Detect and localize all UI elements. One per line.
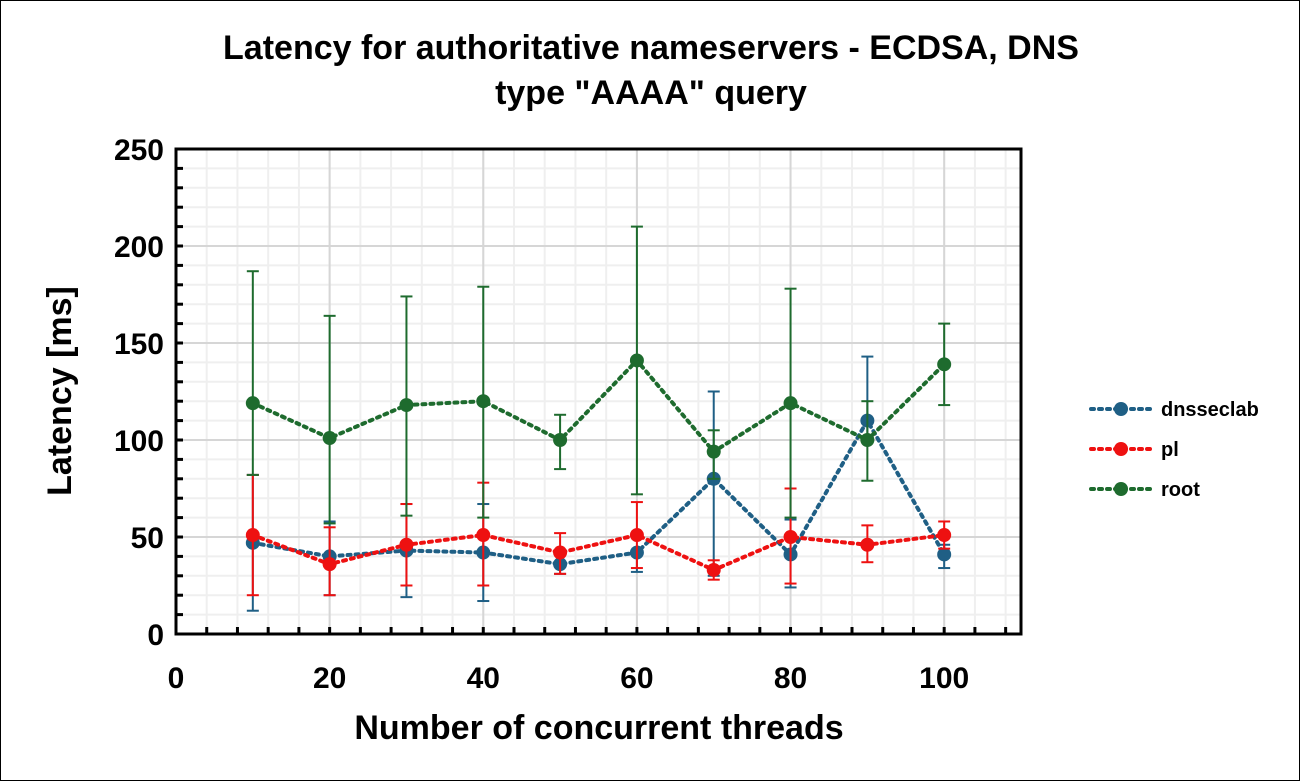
data-point: [783, 396, 798, 411]
series-line: [250, 357, 947, 455]
data-point: [937, 547, 952, 562]
y-axis-label: Latency [ms]: [41, 286, 79, 496]
data-point: [322, 557, 337, 572]
series-dnsseclab: [245, 355, 952, 612]
x-tick-label: 40: [467, 662, 500, 695]
data-point: [937, 357, 952, 372]
y-tick-label: 100: [114, 425, 164, 458]
chart-title-line-1: Latency for authoritative nameservers - …: [223, 29, 1079, 67]
x-tick-label: 100: [919, 662, 969, 695]
series-root: [245, 225, 952, 525]
data-point: [245, 396, 260, 411]
y-tick-label: 50: [131, 522, 164, 555]
legend-label: root: [1161, 479, 1200, 501]
x-tick-label: 0: [168, 662, 185, 695]
y-tick-label: 0: [147, 619, 164, 652]
x-tick-label: 20: [313, 662, 346, 695]
data-point: [629, 353, 644, 368]
data-point: [553, 433, 568, 447]
data-point: [706, 444, 721, 459]
data-point: [706, 562, 721, 577]
chart-title-line-2: type "AAAA" query: [495, 74, 807, 112]
series-line: [250, 532, 947, 573]
data-point: [476, 394, 491, 409]
legend-marker: [1114, 402, 1128, 416]
x-tick-label: 80: [774, 662, 807, 695]
legend-marker: [1114, 482, 1128, 496]
data-point: [399, 537, 414, 552]
x-tick-label: 60: [620, 662, 653, 695]
legend-marker: [1114, 442, 1128, 456]
data-point: [245, 528, 260, 543]
data-point: [860, 537, 875, 552]
y-tick-label: 200: [114, 231, 164, 264]
legend-item-root: root: [1089, 479, 1200, 501]
data-point: [476, 528, 491, 543]
legend-label: pl: [1161, 439, 1179, 461]
y-tick-label: 250: [114, 134, 164, 167]
data-point: [553, 545, 568, 560]
y-tick-label: 150: [114, 328, 164, 361]
legend-item-dnsseclab: dnsseclab: [1089, 399, 1259, 421]
data-point: [783, 530, 798, 544]
plot-area-border: [174, 147, 1023, 636]
series-pl: [245, 473, 952, 597]
data-point: [629, 528, 644, 543]
data-point: [860, 433, 875, 447]
x-axis-label: Number of concurrent threads: [354, 709, 843, 747]
data-point: [399, 398, 414, 413]
data-point: [322, 431, 337, 446]
data-point: [937, 528, 952, 543]
legend-item-pl: pl: [1089, 439, 1179, 461]
legend-label: dnsseclab: [1161, 399, 1259, 421]
